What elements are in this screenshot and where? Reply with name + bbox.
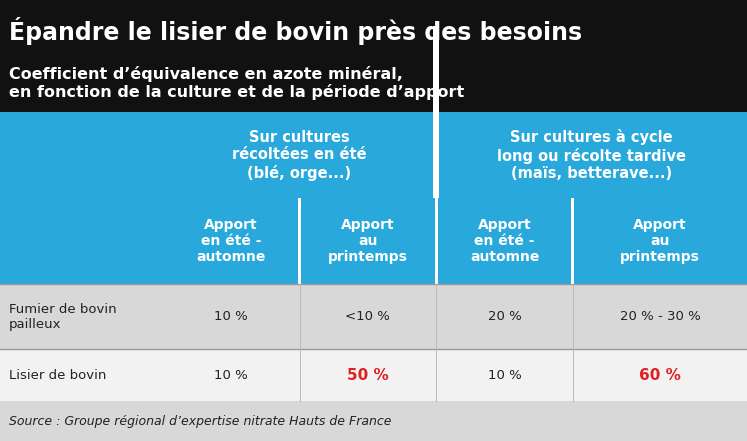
Text: Apport
au
printemps: Apport au printemps bbox=[328, 218, 408, 264]
Text: Épandre le lisier de bovin près des besoins: Épandre le lisier de bovin près des beso… bbox=[9, 17, 582, 45]
Text: 10 %: 10 % bbox=[214, 310, 248, 323]
Text: Apport
en été -
automne: Apport en été - automne bbox=[196, 218, 266, 264]
Text: Lisier de bovin: Lisier de bovin bbox=[9, 369, 106, 382]
Text: 60 %: 60 % bbox=[639, 368, 681, 383]
Text: Source : Groupe régional d’expertise nitrate Hauts de France: Source : Groupe régional d’expertise nit… bbox=[9, 415, 391, 428]
Text: 10 %: 10 % bbox=[488, 369, 521, 382]
Text: 10 %: 10 % bbox=[214, 369, 248, 382]
Text: Fumier de bovin
pailleux: Fumier de bovin pailleux bbox=[9, 303, 117, 331]
Text: 50 %: 50 % bbox=[347, 368, 388, 383]
Text: Sur cultures
récoltées en été
(blé, orge...): Sur cultures récoltées en été (blé, orge… bbox=[232, 130, 367, 180]
Text: Apport
au
printemps: Apport au printemps bbox=[620, 218, 700, 264]
Text: Apport
en été -
automne: Apport en été - automne bbox=[470, 218, 539, 264]
Text: Sur cultures à cycle
long ou récolte tardive
(maïs, betterave...): Sur cultures à cycle long ou récolte tar… bbox=[497, 129, 686, 181]
Text: Coefficient d’équivalence en azote minéral,
en fonction de la culture et de la p: Coefficient d’équivalence en azote minér… bbox=[9, 66, 464, 100]
Text: 20 % - 30 %: 20 % - 30 % bbox=[619, 310, 701, 323]
Text: <10 %: <10 % bbox=[345, 310, 391, 323]
Text: 20 %: 20 % bbox=[488, 310, 521, 323]
